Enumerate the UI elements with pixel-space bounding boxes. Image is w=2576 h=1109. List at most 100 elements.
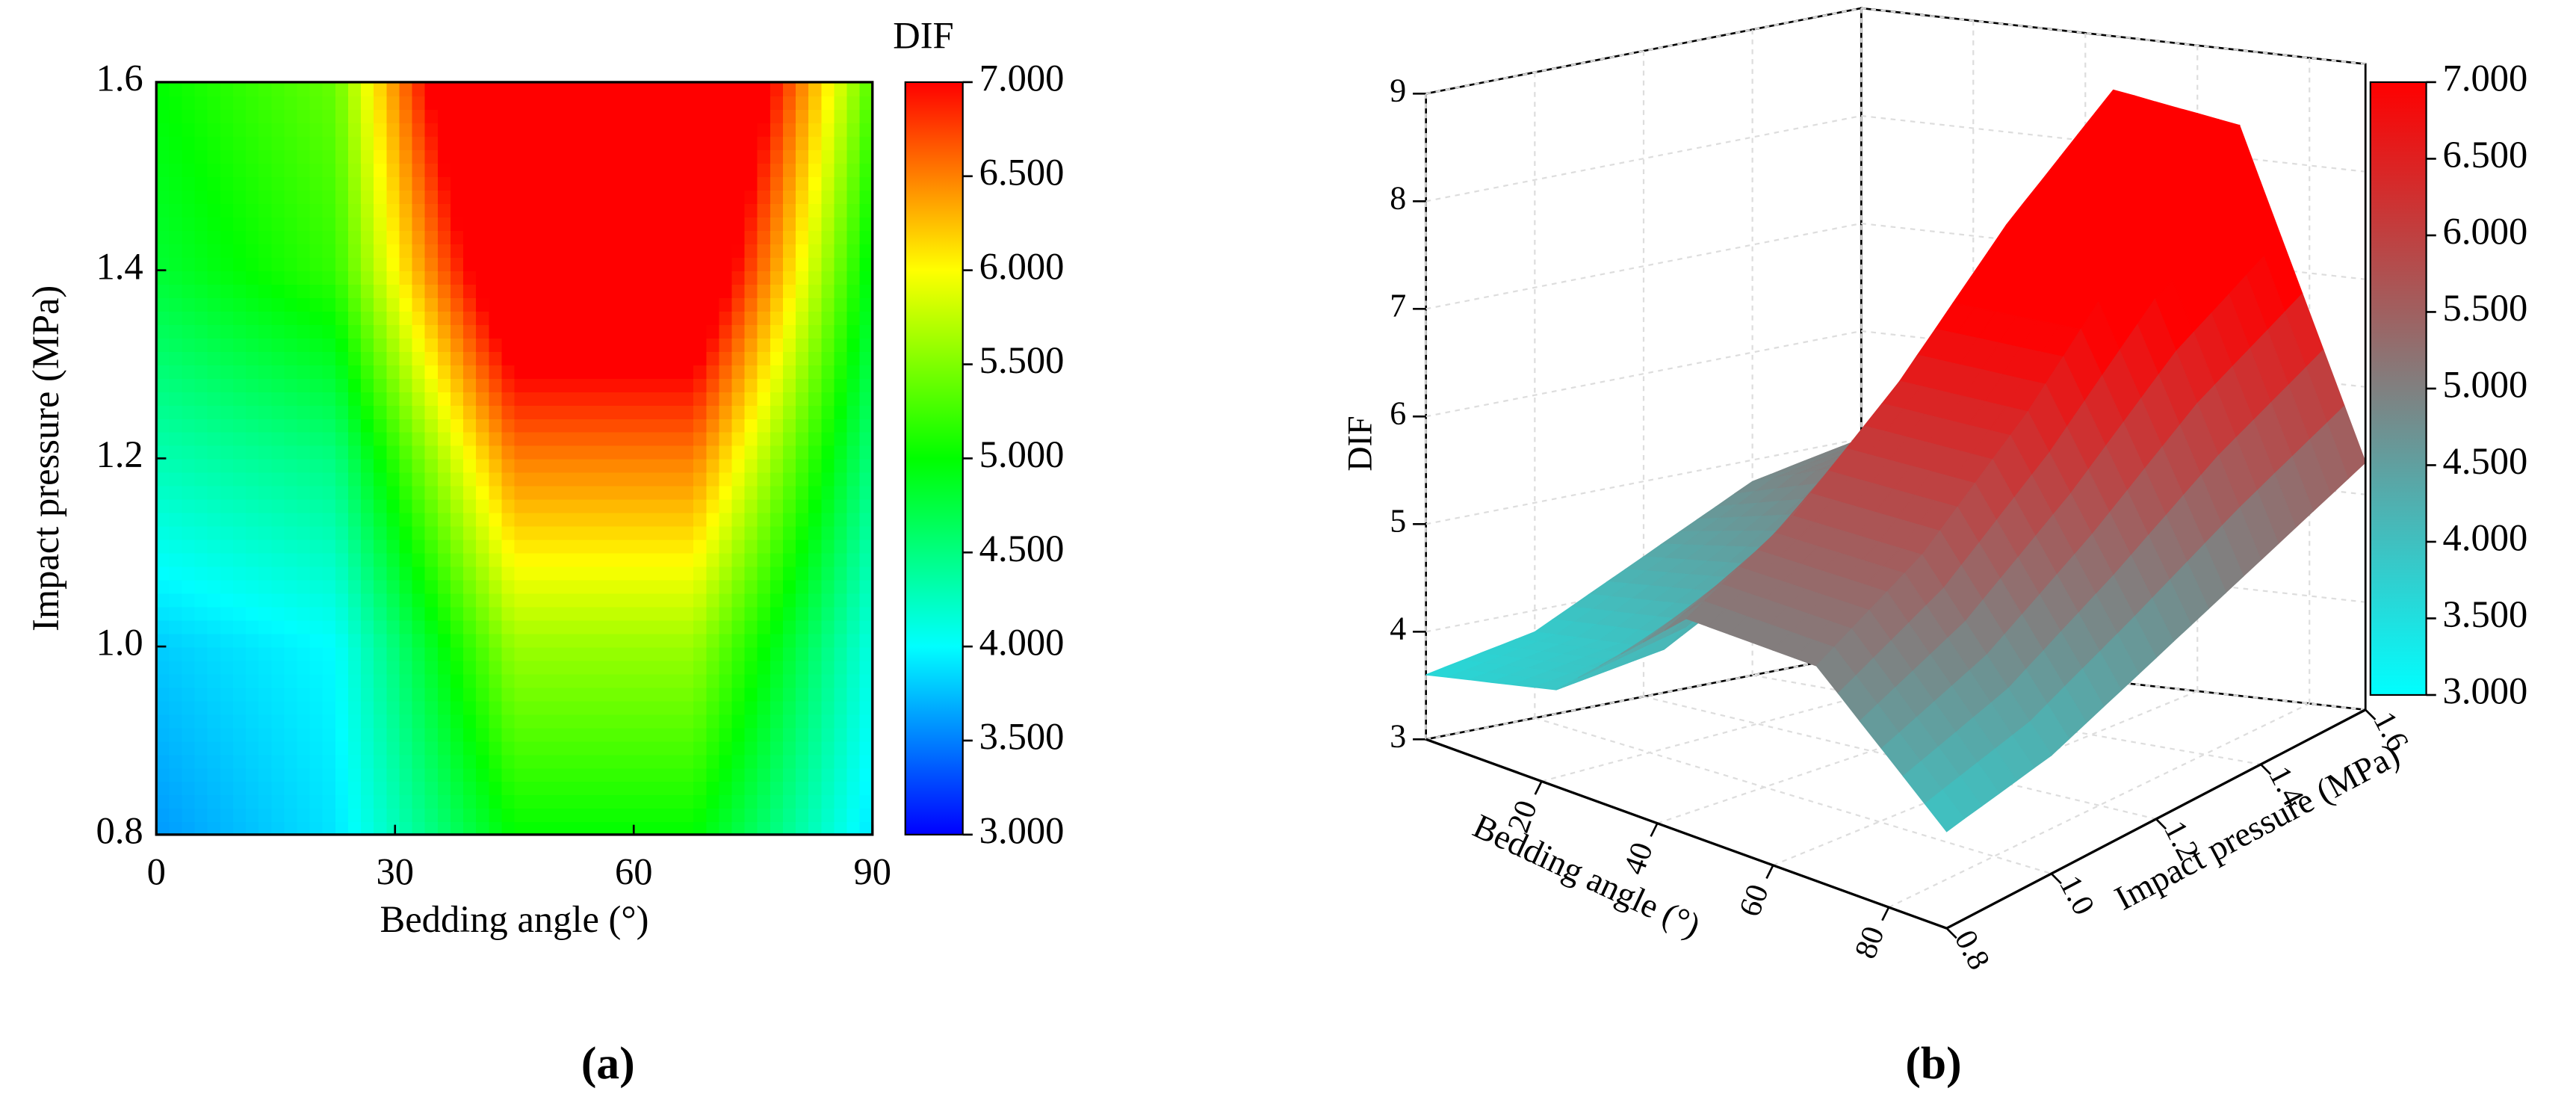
contour-cell xyxy=(232,807,247,823)
contour-cell xyxy=(757,673,772,688)
contour-cell xyxy=(552,324,567,339)
contour-cell xyxy=(232,687,247,702)
contour-cell xyxy=(386,727,400,742)
contour-cell xyxy=(681,620,695,634)
contour-cell xyxy=(156,512,170,527)
contour-cell xyxy=(629,606,643,621)
contour-cell xyxy=(361,593,375,608)
contour-cell xyxy=(386,620,400,634)
contour-cell xyxy=(463,472,477,486)
contour-cell xyxy=(719,687,733,702)
contour-cell xyxy=(271,95,285,111)
contour-cell xyxy=(654,81,669,97)
contour-cell xyxy=(335,270,350,285)
contour-cell xyxy=(706,472,720,486)
contour-cell xyxy=(169,807,183,823)
contour-cell xyxy=(437,445,452,460)
contour-cell xyxy=(271,203,285,218)
contour-cell xyxy=(693,404,708,419)
contour-cell xyxy=(194,81,209,97)
contour-cell xyxy=(194,552,209,567)
contour-cell xyxy=(361,646,375,661)
contour-cell xyxy=(616,807,631,823)
y-tick xyxy=(2050,873,2062,885)
contour-cell xyxy=(629,256,643,271)
contour-cell xyxy=(859,700,874,715)
contour-cell xyxy=(744,81,759,97)
contour-cell xyxy=(450,95,465,111)
contour-cell xyxy=(489,418,503,433)
contour-cell xyxy=(489,135,503,151)
contour-cell xyxy=(514,243,528,258)
contour-cell xyxy=(309,472,324,486)
contour-cell xyxy=(539,135,554,151)
contour-cell xyxy=(796,646,810,661)
contour-cell xyxy=(770,472,784,486)
contour-cell xyxy=(156,149,170,164)
contour-cell xyxy=(706,673,720,688)
contour-cell xyxy=(744,687,759,702)
colorbar-tick-label: 3.000 xyxy=(2443,670,2528,712)
contour-cell xyxy=(591,767,605,782)
contour-cell xyxy=(501,229,515,245)
contour-cell xyxy=(834,552,848,567)
contour-cell xyxy=(489,324,503,339)
contour-cell xyxy=(399,727,413,742)
contour-cell xyxy=(220,216,235,232)
contour-cell xyxy=(156,498,170,513)
contour-cell xyxy=(450,485,465,500)
contour-cell xyxy=(169,431,183,446)
contour-cell xyxy=(731,539,746,554)
contour-cell xyxy=(399,81,413,97)
contour-cell xyxy=(297,431,311,446)
contour-cell xyxy=(744,203,759,218)
contour-cell xyxy=(693,203,708,218)
contour-cell xyxy=(552,391,567,406)
contour-cell xyxy=(565,512,580,527)
contour-cell xyxy=(629,472,643,486)
contour-cell xyxy=(667,404,682,419)
contour-cell xyxy=(220,633,235,648)
contour-cell xyxy=(604,512,618,527)
contour-cell xyxy=(821,283,835,298)
contour-cell xyxy=(399,485,413,500)
contour-cell xyxy=(527,404,542,419)
contour-cell xyxy=(719,620,733,634)
contour-cell xyxy=(706,512,720,527)
contour-cell xyxy=(297,310,311,325)
contour-cell xyxy=(565,431,580,446)
contour-cell xyxy=(859,633,874,648)
contour-cell xyxy=(821,660,835,675)
contour-cell xyxy=(693,189,708,205)
contour-cell xyxy=(654,646,669,661)
contour-cell xyxy=(220,149,235,164)
contour-cell xyxy=(220,525,235,540)
contour-cell xyxy=(246,525,260,540)
contour-cell xyxy=(782,512,797,527)
contour-cell xyxy=(552,270,567,285)
contour-cell xyxy=(616,512,631,527)
contour-cell xyxy=(834,324,848,339)
contour-cell xyxy=(232,780,247,796)
contour-cell xyxy=(706,445,720,460)
contour-cell xyxy=(347,431,362,446)
contour-cell xyxy=(246,700,260,715)
contour-cell xyxy=(796,807,810,823)
contour-cell xyxy=(335,646,350,661)
contour-cell xyxy=(284,216,298,232)
contour-cell xyxy=(591,81,605,97)
contour-cell xyxy=(514,727,528,742)
contour-cell xyxy=(463,337,477,352)
contour-cell xyxy=(501,740,515,756)
contour-cell xyxy=(629,445,643,460)
contour-cell xyxy=(450,714,465,729)
contour-cell xyxy=(386,297,400,312)
contour-cell xyxy=(731,458,746,473)
contour-cell xyxy=(169,418,183,433)
contour-cell xyxy=(297,81,311,97)
contour-cell xyxy=(476,646,490,661)
z-tick-label: 6 xyxy=(1390,395,1406,431)
contour-cell xyxy=(194,203,209,218)
contour-cell xyxy=(271,525,285,540)
contour-cell xyxy=(232,512,247,527)
